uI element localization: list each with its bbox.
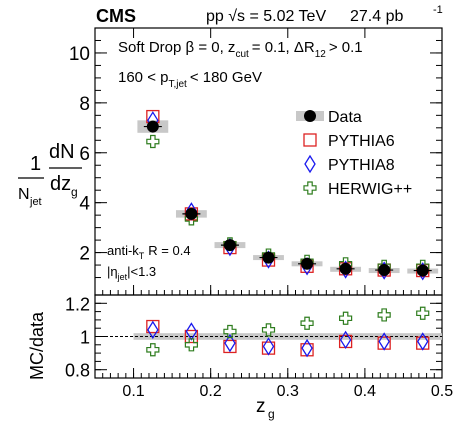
legend-label: Data — [328, 109, 362, 126]
svg-text:160 < pT,jet< 180 GeV: 160 < pT,jet < 180 GeV — [118, 69, 262, 90]
chart-marks — [143, 109, 432, 358]
lumi-label: 27.4 pb — [350, 8, 403, 25]
energy-label: pp √s = 5.02 TeV — [206, 8, 326, 25]
ratio-point-pythia8 — [416, 332, 429, 351]
legend-marker-data — [304, 110, 316, 122]
ratio-point-pythia8 — [262, 337, 275, 356]
ratio-point-herwigpp — [416, 306, 430, 320]
svg-text:Soft Drop β = 0, zcut= 0.1, ΔR: Soft Drop β = 0, zcut = 0.1, ΔR12 > 0.1 — [118, 39, 363, 60]
jet-algorithm-annotation: anti-kT R = 0.4 — [107, 243, 191, 261]
ratio-point-herwigpp — [223, 324, 237, 339]
main-point-data — [378, 264, 391, 277]
ratio-point-herwigpp — [339, 311, 353, 325]
legend-marker-herwigpp — [303, 181, 317, 195]
ratio-point-pythia6 — [223, 339, 237, 354]
ratio-point-pythia8 — [185, 322, 198, 341]
svg-text:|ηjet|<1.3: |ηjet|<1.3 — [107, 264, 156, 282]
main-y-tick-label: 8 — [79, 94, 90, 115]
svg-text:g: g — [268, 407, 275, 421]
main-y-tick-label: 10 — [69, 44, 90, 65]
lumi-exponent: -1 — [433, 4, 443, 16]
x-tick-label: 0.2 — [200, 383, 222, 400]
x-tick-label: 0.3 — [277, 383, 299, 400]
main-y-tick-label: 6 — [79, 144, 90, 165]
svg-text:N: N — [18, 186, 30, 203]
legend-marker-pythia6 — [303, 133, 317, 147]
ratio-point-herwigpp — [300, 316, 314, 330]
svg-text:z: z — [256, 396, 266, 417]
main-point-data — [416, 264, 429, 277]
ratio-point-herwigpp — [377, 308, 391, 322]
main-y-tick-label: 4 — [79, 194, 90, 215]
main-point-data — [223, 239, 236, 252]
ratio-point-herwigpp — [184, 338, 198, 352]
ratio-y-tick-label: 0.8 — [65, 361, 90, 381]
x-axis-label: z g — [256, 396, 275, 421]
ratio-y-tick-label: 1.2 — [65, 294, 90, 314]
ratio-point-pythia8 — [301, 338, 313, 358]
main-point-data — [262, 251, 275, 264]
main-point-data — [146, 120, 159, 133]
ratio-point-pythia6 — [146, 319, 160, 334]
axes: 0.1 0.2 0.3 0.4 0.5 2 4 6 8 10 0.8 1 1.2 — [65, 27, 453, 400]
eta-annotation: |ηjet|<1.3 — [107, 264, 156, 282]
experiment-label: CMS — [96, 6, 136, 26]
legend-marker-pythia8 — [304, 154, 316, 174]
ratio-point-pythia8 — [224, 333, 236, 353]
svg-text:dz: dz — [50, 173, 71, 195]
svg-text:g: g — [71, 185, 78, 199]
legend-label: PYTHIA8 — [328, 157, 395, 174]
ratio-point-herwigpp — [261, 323, 276, 337]
legend-label: PYTHIA6 — [328, 133, 395, 150]
x-tick-label: 0.1 — [122, 383, 144, 400]
x-tick-label: 0.4 — [354, 383, 376, 400]
svg-text:dN: dN — [49, 141, 75, 163]
legend-label: HERWIG++ — [328, 181, 412, 198]
legend: Data PYTHIA6 PYTHIA8 HERWIG++ — [296, 109, 412, 198]
ratio-y-tick-label: 1 — [80, 328, 90, 348]
ratio-y-axis-label: MC/data — [27, 311, 47, 380]
x-tick-label: 0.5 — [431, 383, 453, 400]
ratio-point-pythia8 — [339, 330, 352, 350]
ratio-point-pythia6 — [184, 329, 199, 344]
pt-range-annotation: 160 < pT,jet < 180 GeV — [118, 69, 262, 90]
main-point-herwigpp — [146, 134, 160, 149]
grooming-annotation: Soft Drop β = 0, zcut = 0.1, ΔR12 > 0.1 — [118, 39, 363, 60]
ratio-point-herwigpp — [146, 343, 160, 357]
svg-text:anti-kTR = 0.4: anti-kT R = 0.4 — [107, 243, 191, 261]
svg-text:jet: jet — [29, 196, 42, 208]
ratio-point-pythia8 — [378, 332, 390, 351]
main-point-data — [339, 262, 352, 275]
systematic-bands — [95, 120, 443, 340]
main-y-tick-label: 2 — [79, 244, 90, 265]
main-point-data — [185, 207, 198, 220]
svg-text:1: 1 — [30, 153, 41, 175]
main-point-data — [301, 257, 314, 270]
ratio-point-pythia8 — [147, 320, 159, 340]
main-y-axis-label: 1 N jet dN dz g — [18, 141, 82, 208]
